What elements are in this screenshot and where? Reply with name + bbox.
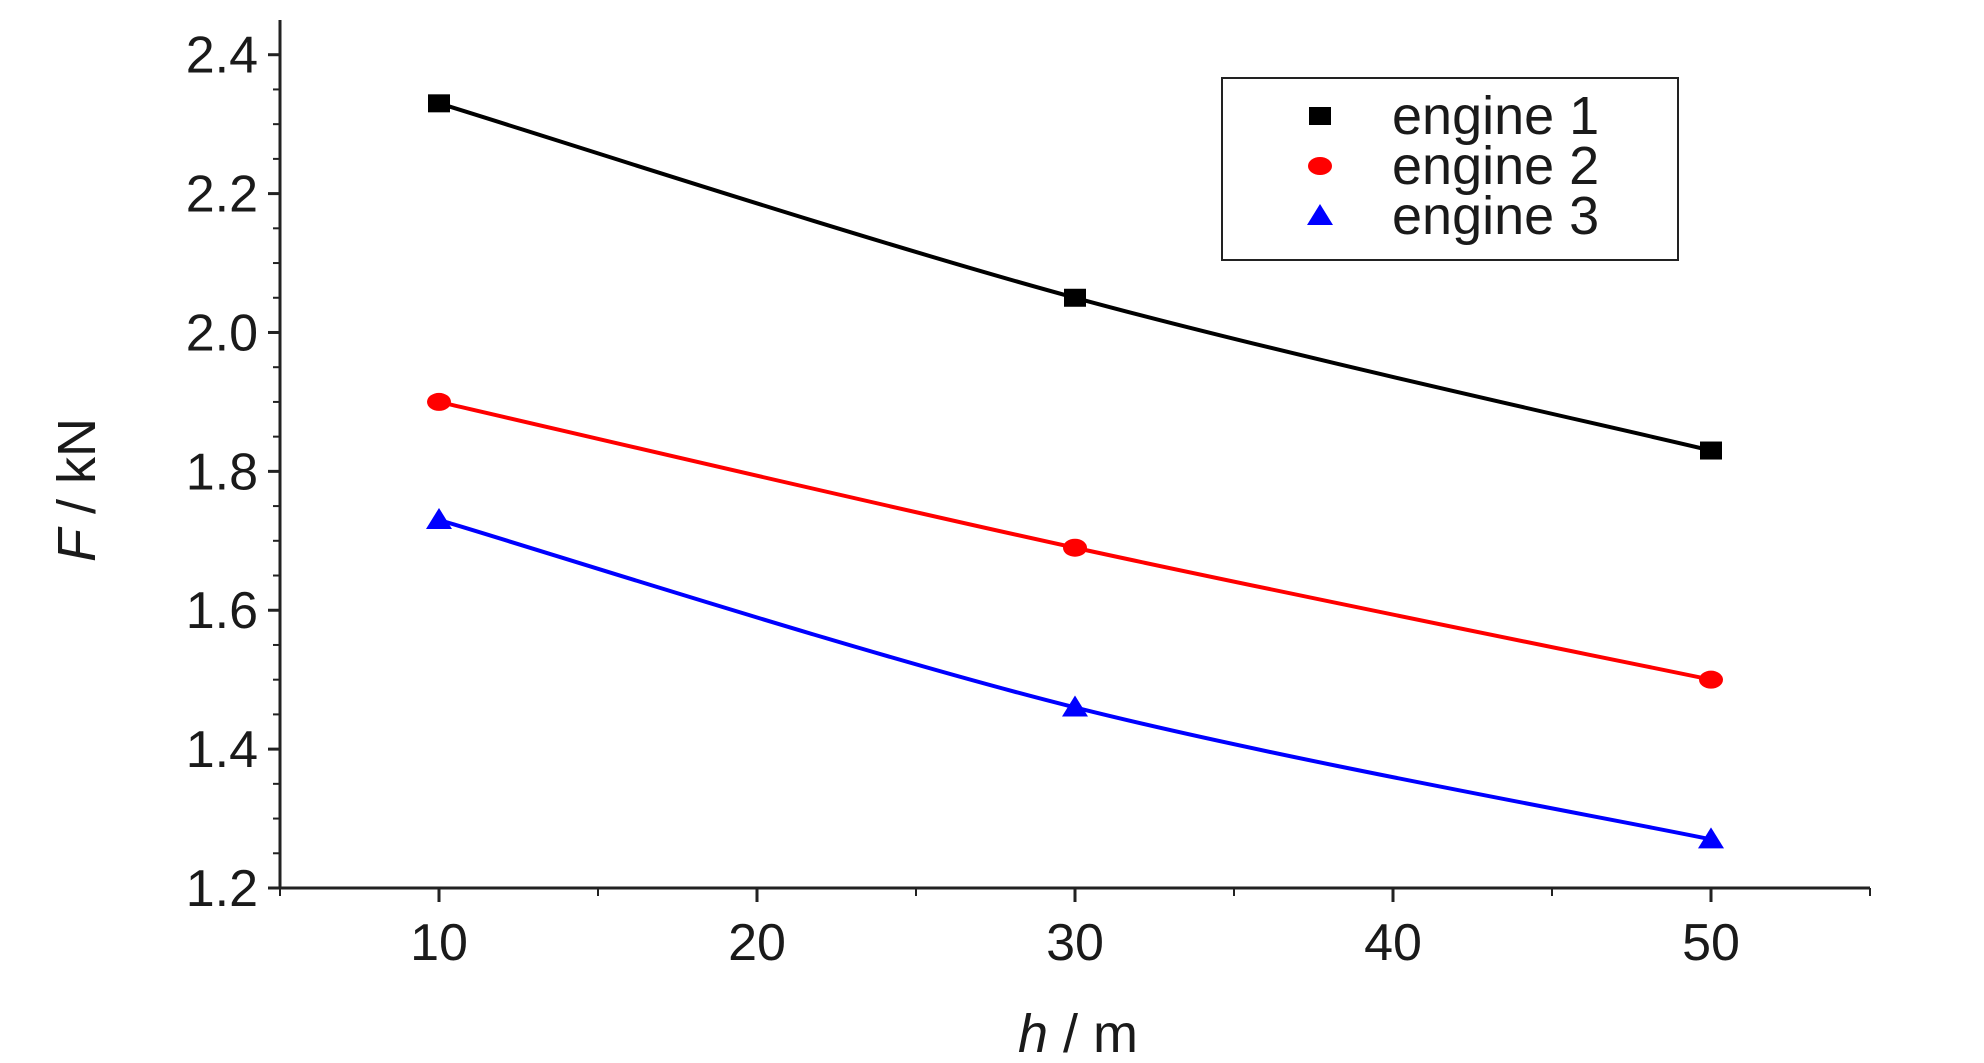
data-point — [1699, 670, 1723, 689]
data-point — [1062, 695, 1088, 717]
data-point — [428, 94, 450, 113]
series-3 — [426, 507, 1724, 849]
legend-marker — [1307, 204, 1333, 225]
legend-label: engine 1 — [1392, 86, 1599, 146]
x-tick-label: 10 — [410, 914, 468, 972]
series-1 — [428, 94, 1722, 460]
y-axis-unit: / kN — [47, 418, 107, 529]
legend-marker — [1308, 157, 1332, 175]
data-point — [1698, 827, 1724, 849]
x-tick-label: 50 — [1682, 914, 1740, 972]
x-tick-label: 40 — [1364, 914, 1422, 972]
x-axis-unit: / m — [1048, 1004, 1138, 1063]
y-tick-label: 1.2 — [186, 860, 258, 918]
data-point — [1063, 538, 1087, 557]
x-axis-variable: h — [1018, 1004, 1048, 1063]
y-tick-label: 2.2 — [186, 166, 258, 224]
data-point — [426, 507, 452, 529]
legend-marker — [1309, 107, 1331, 125]
x-tick-label: 20 — [728, 914, 786, 972]
series-2 — [427, 392, 1723, 689]
y-axis-variable: F — [47, 526, 107, 562]
y-tick-label: 2.0 — [186, 304, 258, 362]
series-layer — [426, 94, 1724, 849]
series-line — [438, 518, 1712, 842]
x-axis-title: h / m — [1018, 1004, 1138, 1063]
legend-box — [1221, 77, 1679, 261]
y-tick-label: 1.6 — [186, 582, 258, 640]
x-tick-label: 30 — [1046, 914, 1104, 972]
y-tick-label: 2.4 — [186, 27, 258, 85]
legend-label: engine 3 — [1392, 186, 1599, 246]
axes: 1.2 1.4 1.6 1.8 2.0 2.2 2.4 10 20 30 40 50 — [186, 20, 1871, 972]
data-point — [1700, 441, 1722, 460]
data-point — [427, 392, 451, 411]
y-tick-label: 1.4 — [186, 721, 258, 779]
legend-label: engine 2 — [1392, 136, 1599, 196]
data-point — [1064, 288, 1086, 307]
y-axis-title: F / kN — [47, 418, 107, 562]
y-tick-label: 1.8 — [186, 443, 258, 501]
